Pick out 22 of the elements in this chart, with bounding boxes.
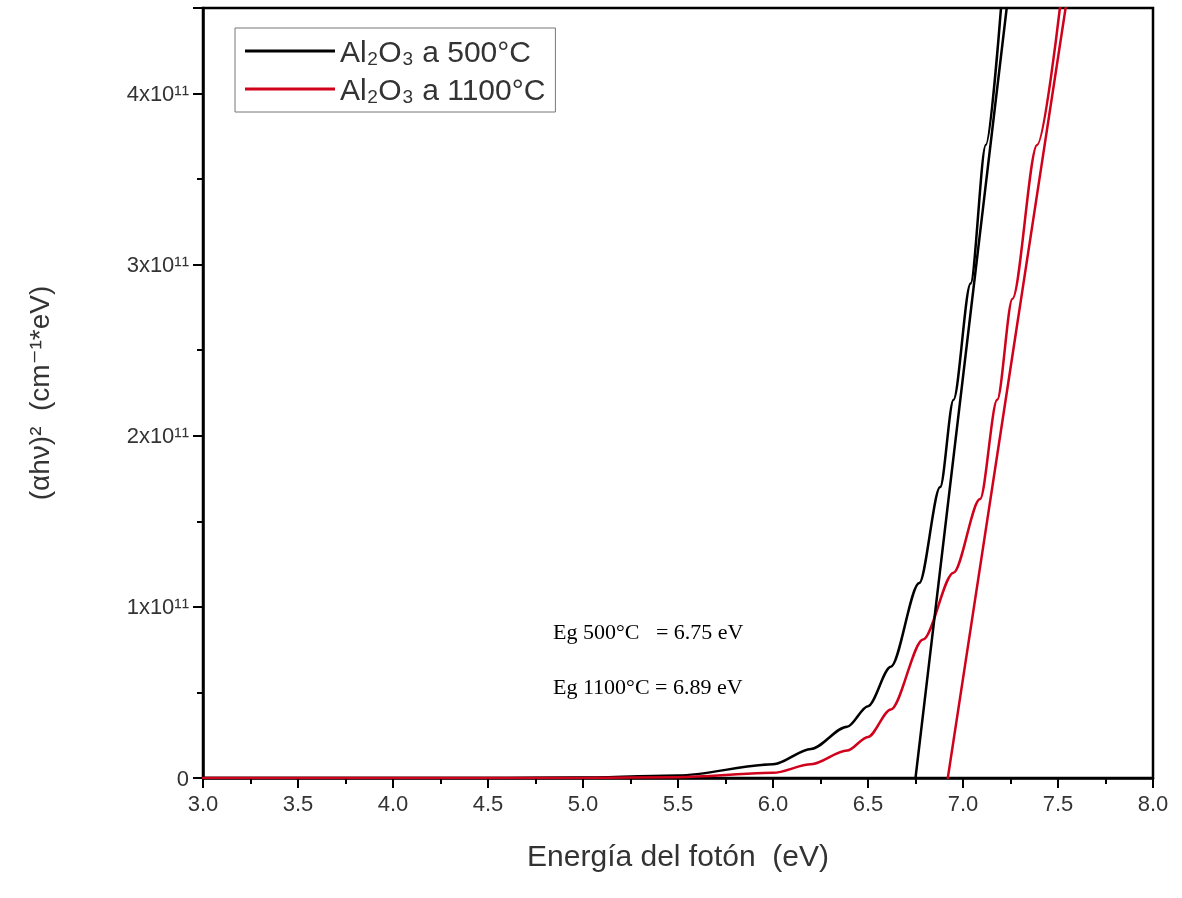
x-tick-label: 3.5 bbox=[282, 790, 314, 816]
y-tick-label: 4x10¹¹ bbox=[126, 81, 189, 107]
y-tick-label: 3x10¹¹ bbox=[126, 252, 189, 278]
x-tick-label: 7.0 bbox=[947, 790, 979, 816]
x-tick-label: 6.5 bbox=[852, 790, 884, 816]
y-tick-label: 2x10¹¹ bbox=[126, 423, 189, 449]
annotation: Eg 500°C = 6.75 eV bbox=[553, 618, 744, 644]
annotation: Eg 1100°C = 6.89 eV bbox=[553, 673, 743, 699]
x-tick-label: 6.0 bbox=[757, 790, 789, 816]
x-tick-label: 4.5 bbox=[472, 790, 504, 816]
y-axis-title: (αhν)² (cm⁻¹*eV) bbox=[23, 285, 55, 501]
x-tick-label: 5.0 bbox=[567, 790, 599, 816]
x-tick-label: 4.0 bbox=[377, 790, 409, 816]
x-axis-title: Energía del fotón (eV) bbox=[527, 838, 829, 872]
x-tick-label: 7.5 bbox=[1042, 790, 1074, 816]
x-tick-label: 3.0 bbox=[187, 790, 219, 816]
y-tick-label: 1x10¹¹ bbox=[126, 594, 189, 620]
x-tick-label: 5.5 bbox=[662, 790, 694, 816]
legend-label: Al₂O₃ a 1100°C bbox=[340, 72, 546, 106]
legend-label: Al₂O₃ a 500°C bbox=[340, 34, 531, 68]
y-tick-label: 0 bbox=[176, 765, 189, 791]
x-tick-label: 8.0 bbox=[1137, 790, 1169, 816]
